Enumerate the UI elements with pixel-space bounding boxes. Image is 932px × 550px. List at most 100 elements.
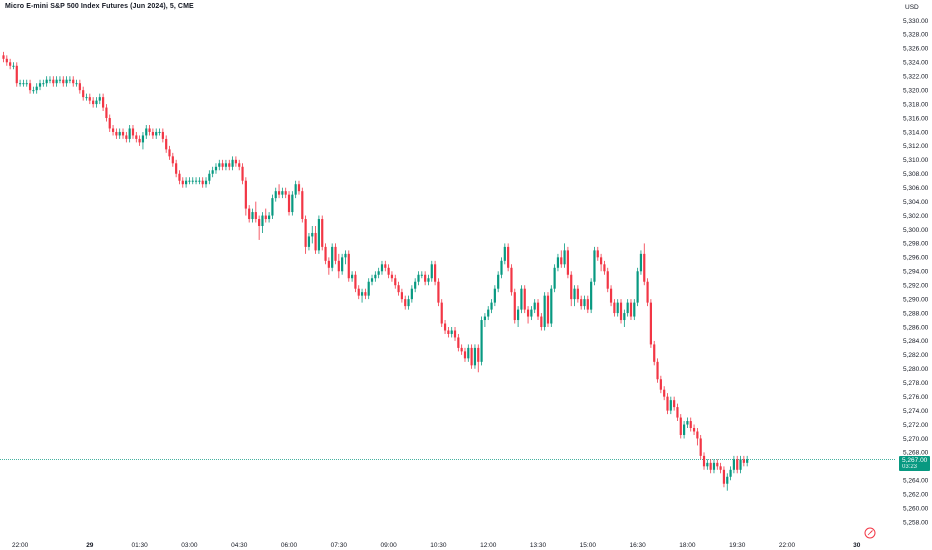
- candle: [5, 55, 8, 66]
- candle-body: [586, 299, 589, 310]
- candle: [65, 76, 68, 87]
- candle-body: [334, 246, 337, 261]
- candle-body: [165, 138, 168, 150]
- candle: [536, 299, 540, 321]
- candle-body: [9, 62, 12, 66]
- price-tick-label: 5,320.00: [903, 87, 929, 94]
- candle: [145, 124, 148, 139]
- candle-body: [78, 83, 81, 91]
- candle: [151, 128, 154, 139]
- candle: [546, 292, 550, 328]
- candle: [543, 292, 546, 331]
- candle: [533, 299, 536, 314]
- candle-body: [151, 131, 154, 136]
- candle: [42, 79, 45, 87]
- candle-body: [201, 180, 204, 185]
- candle: [434, 260, 437, 286]
- price-tick-label: 5,322.00: [903, 74, 929, 81]
- candle-body: [692, 428, 696, 432]
- candle-body: [726, 476, 729, 484]
- candle-body: [291, 194, 294, 213]
- candle: [131, 124, 135, 139]
- candle-body: [258, 219, 261, 226]
- candle-body: [543, 295, 546, 328]
- candle: [689, 417, 692, 432]
- candle: [656, 358, 659, 383]
- candle-body: [181, 180, 184, 185]
- candle-body: [613, 302, 616, 314]
- candle-body: [384, 264, 387, 268]
- candle: [75, 79, 78, 87]
- candle: [307, 232, 311, 251]
- candle-body: [533, 302, 536, 310]
- candle-body: [457, 337, 460, 348]
- candle: [108, 114, 111, 132]
- time-zone-button[interactable]: [864, 526, 876, 539]
- price-tick-label: 5,262.00: [903, 491, 929, 498]
- candle-body: [364, 292, 367, 296]
- candle: [25, 79, 28, 87]
- candle: [619, 299, 623, 324]
- candle: [234, 156, 237, 167]
- candle-body: [517, 309, 520, 321]
- currency-label[interactable]: USD: [905, 4, 919, 11]
- price-tick-label: 5,324.00: [903, 60, 929, 67]
- candle-body: [19, 83, 22, 85]
- price-tick-label: 5,306.00: [903, 185, 929, 192]
- candle-body: [271, 198, 274, 216]
- candle: [566, 246, 569, 279]
- candle: [291, 191, 294, 216]
- candle-body: [204, 180, 208, 185]
- time-tick-label: 29: [86, 542, 94, 549]
- candle-body: [68, 79, 71, 81]
- candle: [603, 260, 606, 275]
- candle: [669, 396, 672, 415]
- candle-body: [404, 299, 407, 307]
- candle: [430, 260, 433, 282]
- candle-body: [646, 281, 649, 303]
- candle: [576, 285, 579, 303]
- candle-body: [712, 462, 716, 470]
- candle-body: [460, 347, 463, 352]
- time-tick-label: 12:00: [480, 542, 497, 549]
- candle-body: [102, 97, 105, 108]
- candle: [404, 295, 407, 310]
- candle-body: [268, 215, 271, 220]
- candle: [52, 76, 55, 87]
- candle-body: [294, 184, 297, 195]
- candle-body: [540, 316, 543, 328]
- candle: [95, 97, 98, 108]
- candle: [224, 159, 228, 171]
- candle-body: [633, 302, 636, 317]
- candle: [194, 177, 198, 185]
- candle: [58, 76, 62, 84]
- candle-body: [493, 288, 496, 303]
- candle-body: [520, 288, 523, 310]
- candle-body: [138, 138, 141, 143]
- time-tick-label: 09:00: [380, 542, 397, 549]
- candle-body: [121, 131, 125, 136]
- candle: [102, 93, 105, 112]
- symbol-title[interactable]: Micro E-mini S&P 500 Index Futures (Jun …: [5, 3, 194, 10]
- price-tick-label: 5,326.00: [903, 46, 929, 53]
- candle: [161, 128, 164, 143]
- candle: [742, 455, 745, 467]
- candle-body: [32, 90, 35, 92]
- candle: [191, 177, 194, 185]
- candle-body: [440, 302, 443, 324]
- candle: [530, 306, 533, 321]
- candle-body: [503, 246, 506, 261]
- candle: [497, 271, 500, 293]
- candle-body: [128, 128, 131, 139]
- candle: [155, 128, 158, 139]
- candle-body: [38, 83, 42, 87]
- time-axis[interactable]: 22:00 29 01:30 03:00 04:30 06:00 07:30 09:00 10:…: [12, 542, 861, 549]
- candle: [696, 428, 699, 446]
- candle-body: [58, 79, 62, 81]
- candle-body: [281, 191, 284, 195]
- candle: [709, 459, 712, 474]
- candle-body: [550, 288, 553, 324]
- candle: [28, 79, 32, 94]
- price-axis[interactable]: 5,330.00 5,328.00 5,326.00 5,324.00 5,322.00…: [903, 18, 929, 527]
